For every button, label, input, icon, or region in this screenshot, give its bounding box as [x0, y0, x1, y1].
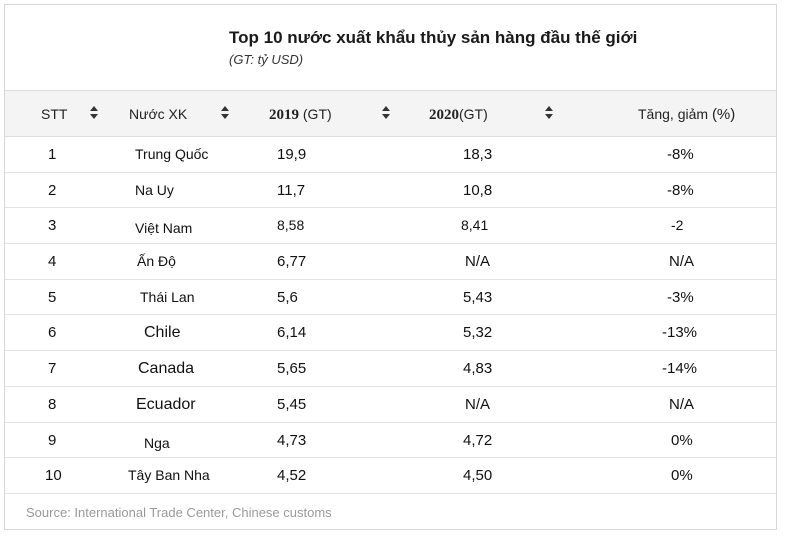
cell-2020: 5,43	[463, 288, 493, 306]
cell-change: -14%	[662, 360, 698, 378]
table-row: 5 Thái Lan 5,6 5,43 -3%	[5, 279, 776, 316]
cell-country: Nga	[144, 434, 170, 451]
cell-country: Ấn Độ	[137, 253, 176, 270]
sort-icon[interactable]	[381, 105, 391, 121]
cell-stt: 1	[48, 146, 57, 163]
cell-change: -13%	[662, 324, 698, 342]
cell-stt: 2	[48, 181, 57, 199]
cell-2020: 4,50	[463, 467, 493, 485]
cell-2020: 8,41	[461, 217, 489, 234]
cell-2020: 5,32	[463, 324, 493, 342]
table-row: 6 Chile 6,14 5,32 -13%	[5, 314, 776, 352]
page-title: Top 10 nước xuất khẩu thủy sản hàng đầu …	[229, 28, 638, 47]
header-stt[interactable]: STT	[5, 90, 101, 137]
cell-country: Chile	[144, 324, 181, 342]
cell-2020: 4,72	[463, 431, 493, 449]
cell-2019: 11,7	[277, 181, 306, 199]
cell-country: Ecuador	[136, 395, 196, 413]
table-row: 10 Tây Ban Nha 4,52 4,50 0%	[5, 457, 776, 494]
header-change[interactable]: Tăng, giảm (%)	[557, 90, 776, 137]
table-row: 1 Trung Quốc 19,9 18,3 -8%	[5, 136, 776, 173]
cell-2019: 5,45	[277, 395, 307, 413]
header-stt-label: STT	[41, 106, 68, 122]
cell-change: -2	[671, 217, 684, 234]
table-header-row: STT Nước XK 2019 (GT) 2020(GT) Tăng, giả…	[5, 90, 776, 137]
cell-change: 0%	[671, 431, 693, 449]
cell-stt: 3	[48, 217, 57, 235]
cell-country: Trung Quốc	[135, 146, 209, 162]
cell-country: Việt Nam	[135, 220, 193, 237]
table-row: 2 Na Uy 11,7 10,8 -8%	[5, 172, 776, 209]
header-2019[interactable]: 2019 (GT)	[239, 90, 395, 137]
sort-icon[interactable]	[89, 105, 99, 121]
cell-change: N/A	[669, 395, 695, 413]
table-row: 7 Canada 5,65 4,83 -14%	[5, 350, 776, 387]
header-change-label: Tăng, giảm (%)	[638, 106, 735, 123]
header-2019-year: 2019	[269, 107, 299, 123]
cell-stt: 5	[48, 288, 57, 306]
cell-stt: 4	[48, 253, 57, 271]
cell-stt: 10	[45, 467, 62, 485]
header-2020-unit: (GT)	[459, 106, 488, 122]
cell-stt: 7	[48, 360, 57, 378]
exporters-table: STT Nước XK 2019 (GT) 2020(GT) Tăng, giả…	[5, 90, 776, 494]
cell-2019: 8,58	[277, 217, 305, 234]
cell-2020: N/A	[465, 395, 491, 413]
source-note: Source: International Trade Center, Chin…	[26, 505, 332, 520]
cell-country: Tây Ban Nha	[128, 467, 210, 484]
header-2019-unit: (GT)	[302, 106, 332, 122]
cell-change: -8%	[667, 146, 694, 163]
sort-icon[interactable]	[544, 105, 554, 121]
header-country-label: Nước XK	[129, 106, 188, 122]
cell-2019: 4,52	[277, 467, 307, 485]
cell-change: 0%	[671, 467, 693, 485]
header-2020-label: 2020(GT)	[429, 106, 488, 124]
cell-2019: 4,73	[277, 431, 307, 449]
cell-stt: 9	[48, 431, 57, 449]
content-frame	[4, 4, 777, 530]
header-2019-label: 2019 (GT)	[269, 106, 332, 124]
cell-stt: 6	[48, 324, 57, 342]
cell-2019: 5,6	[277, 288, 298, 306]
sort-icon[interactable]	[220, 105, 230, 121]
table-row: 9 Nga 4,73 4,72 0%	[5, 422, 776, 459]
cell-change: -3%	[667, 288, 694, 306]
cell-2019: 5,65	[277, 360, 307, 378]
cell-country: Na Uy	[135, 181, 174, 198]
header-2020[interactable]: 2020(GT)	[395, 90, 557, 137]
header-change-text: Tăng, giảm	[638, 106, 709, 122]
cell-2020: 4,83	[463, 360, 493, 378]
table-row: 4 Ấn Độ 6,77 N/A N/A	[5, 243, 776, 280]
cell-change: N/A	[669, 253, 695, 271]
cell-2019: 6,77	[277, 253, 307, 271]
header-2020-year: 2020	[429, 107, 459, 123]
cell-country: Canada	[138, 360, 195, 378]
cell-2020: N/A	[465, 253, 491, 271]
page-subtitle: (GT: tỷ USD)	[229, 52, 304, 67]
table-row: 8 Ecuador 5,45 N/A N/A	[5, 386, 776, 423]
cell-change: -8%	[667, 181, 694, 199]
cell-2020: 18,3	[463, 146, 493, 163]
header-change-unit: (%)	[711, 106, 736, 123]
cell-stt: 8	[48, 395, 57, 413]
cell-2019: 19,9	[277, 146, 307, 163]
header-country[interactable]: Nước XK	[101, 90, 239, 137]
table-row: 3 Việt Nam 8,58 8,41 -2	[5, 207, 776, 245]
cell-2019: 6,14	[277, 324, 307, 342]
cell-2020: 10,8	[463, 181, 493, 199]
cell-country: Thái Lan	[140, 288, 195, 305]
